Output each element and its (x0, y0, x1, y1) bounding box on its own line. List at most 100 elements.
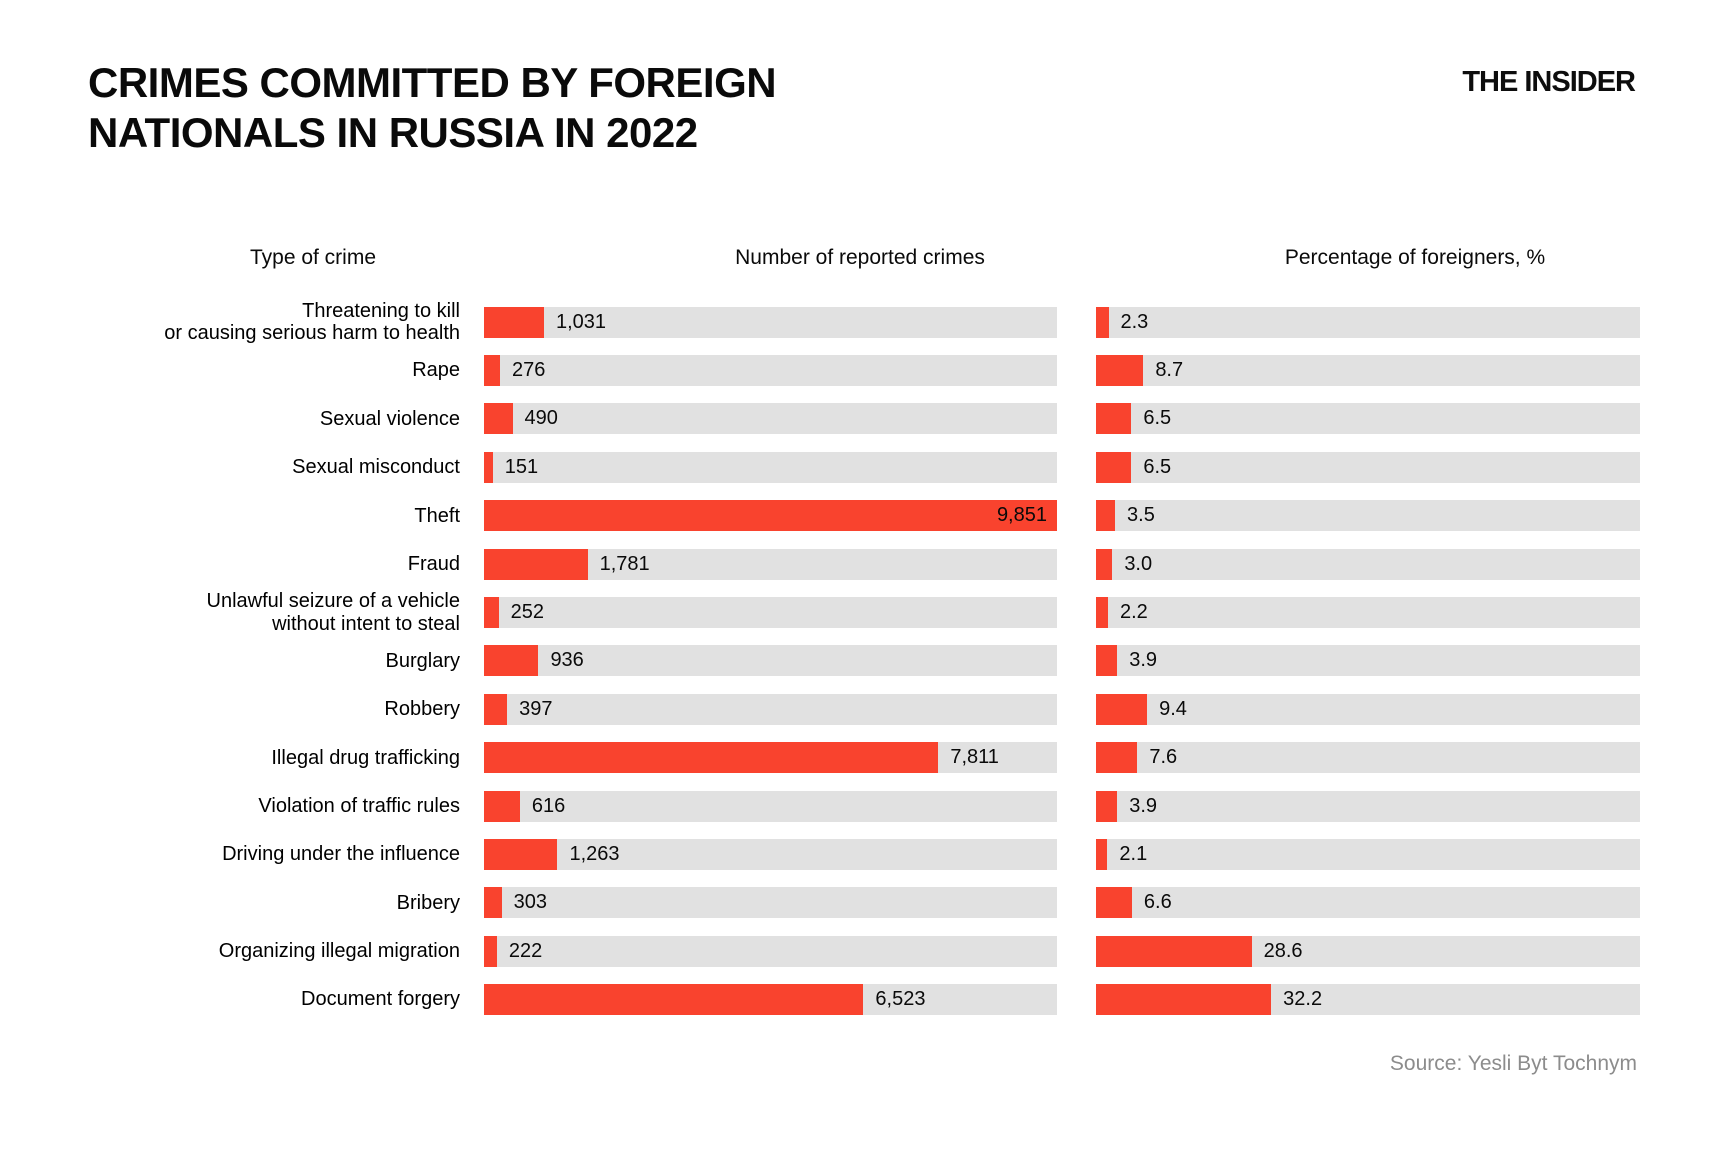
row-label: Illegal drug trafficking (271, 746, 460, 769)
count-bar (484, 500, 1057, 532)
percent-bar (1096, 355, 1144, 387)
row-label: Threatening to kill or causing serious h… (164, 299, 460, 345)
count-track: 7,811 (484, 742, 1057, 774)
chart-row: Sexual misconduct 151 6.5 (0, 443, 1732, 491)
count-track: 222 (484, 935, 1057, 967)
count-bar (484, 403, 513, 435)
chart-row: Bribery 303 6.6 (0, 879, 1732, 927)
count-value: 1,031 (555, 310, 607, 333)
chart-row: Unlawful seizure of a vehicle without in… (0, 588, 1732, 636)
percent-value: 32.2 (1283, 988, 1323, 1011)
percent-track: 6.6 (1096, 887, 1640, 919)
percent-value: 6.6 (1143, 891, 1172, 914)
count-value: 6,523 (875, 988, 926, 1011)
percent-bar (1096, 742, 1138, 774)
percent-track: 28.6 (1096, 935, 1640, 967)
row-label: Driving under the influence (222, 843, 460, 866)
row-label: Fraud (407, 552, 460, 575)
column-header-number-of-crimes: Number of reported crimes (735, 246, 985, 269)
count-bar (484, 355, 501, 387)
percent-value: 2.1 (1119, 842, 1148, 865)
percent-value: 2.2 (1119, 601, 1148, 624)
row-label: Theft (414, 504, 460, 527)
count-value: 7,811 (950, 746, 999, 769)
row-label: Sexual violence (319, 407, 460, 430)
percent-bar (1096, 887, 1132, 919)
count-bar (484, 597, 499, 629)
count-track: 397 (484, 693, 1057, 725)
count-value: 936 (550, 649, 584, 672)
percent-bar (1096, 597, 1108, 629)
percent-value: 8.7 (1155, 359, 1184, 382)
count-bar (484, 306, 544, 338)
count-bar (484, 838, 558, 870)
percent-bar (1096, 693, 1148, 725)
row-label: Violation of traffic rules (258, 794, 460, 817)
count-track: 303 (484, 887, 1057, 919)
percent-value: 3.9 (1129, 649, 1158, 672)
count-value: 303 (513, 891, 547, 914)
row-label: Document forgery (301, 988, 460, 1011)
percent-bar (1096, 500, 1116, 532)
percent-bar (1096, 451, 1132, 483)
count-value: 151 (504, 455, 539, 478)
count-bar (484, 984, 864, 1016)
count-track: 276 (484, 355, 1057, 387)
percent-track: 6.5 (1096, 451, 1640, 483)
count-track: 9,851 (484, 500, 1057, 532)
chart-row: Organizing illegal migration 222 28.6 (0, 927, 1732, 975)
count-value: 616 (531, 794, 566, 817)
percent-value: 7.6 (1149, 746, 1178, 769)
chart-row: Driving under the influence 1,263 2.1 (0, 830, 1732, 878)
percent-bar (1096, 935, 1252, 967)
row-label: Organizing illegal migration (218, 940, 460, 963)
percent-track: 2.1 (1096, 838, 1640, 870)
column-header-percentage: Percentage of foreigners, % (1284, 246, 1546, 269)
chart-row: Illegal drug trafficking 7,811 7.6 (0, 734, 1732, 782)
count-track: 1,263 (484, 838, 1057, 870)
percent-bar (1096, 306, 1109, 338)
percent-bar (1096, 548, 1113, 580)
count-value: 252 (510, 601, 545, 624)
column-header-type-of-crime: Type of crime (249, 246, 377, 269)
count-value: 397 (519, 697, 553, 720)
percent-bar (1096, 838, 1108, 870)
count-value: 222 (508, 939, 543, 962)
count-track: 616 (484, 790, 1057, 822)
page-title-line2: NATIONALS IN RUSSIA IN 2022 (88, 108, 698, 156)
row-label: Sexual misconduct (292, 456, 460, 479)
chart-row: Violation of traffic rules 616 3.9 (0, 782, 1732, 830)
percent-value: 28.6 (1263, 939, 1303, 962)
count-track: 151 (484, 451, 1057, 483)
percent-bar (1096, 790, 1118, 822)
count-value: 9,851 (996, 504, 1047, 527)
chart-row: Fraud 1,781 3.0 (0, 540, 1732, 588)
chart-row: Theft 9,851 3.5 (0, 492, 1732, 540)
chart-row: Sexual violence 490 6.5 (0, 395, 1732, 443)
percent-value: 6.5 (1143, 455, 1172, 478)
chart-rows: Threatening to kill or causing serious h… (0, 298, 1732, 1024)
percent-value: 6.5 (1143, 407, 1172, 430)
percent-bar (1096, 645, 1118, 677)
percent-bar (1096, 403, 1132, 435)
chart-row: Rape 276 8.7 (0, 346, 1732, 394)
percent-track: 6.5 (1096, 403, 1640, 435)
count-value: 1,263 (569, 842, 620, 865)
source-note: Source: Yesli Byt Tochnym (1389, 1052, 1637, 1075)
count-bar (484, 693, 508, 725)
chart-row: Robbery 397 9.4 (0, 685, 1732, 733)
percent-value: 9.4 (1159, 697, 1187, 720)
chart-row: Burglary 936 3.9 (0, 637, 1732, 685)
percent-track: 2.2 (1096, 597, 1640, 629)
row-label: Unlawful seizure of a vehicle without in… (206, 590, 460, 635)
count-bar (484, 451, 493, 483)
page-title-line1: CRIMES COMMITTED BY FOREIGN (88, 59, 777, 106)
page-title: CRIMES COMMITTED BY FOREIGN NATIONALS IN… (88, 58, 777, 158)
count-track: 1,781 (484, 548, 1057, 580)
row-label: Rape (412, 359, 460, 382)
brand-logo: THE INSIDER (1462, 66, 1636, 98)
count-bar (484, 790, 520, 822)
count-value: 276 (512, 359, 546, 382)
row-label: Bribery (396, 891, 460, 914)
